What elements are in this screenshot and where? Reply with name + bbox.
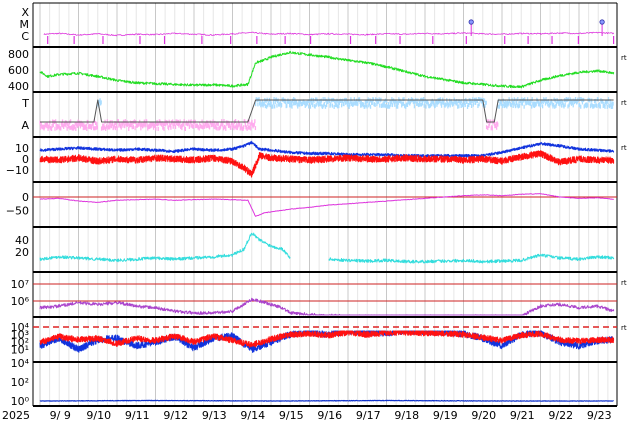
dst-index-line [39,193,615,217]
dst-y-tick: 0 [22,191,29,204]
proton-y-tick: 10³ [11,329,29,342]
xray-y-tick: X [21,6,29,19]
speed-y-tick: 600 [8,64,29,77]
solar-wind-speed-line [39,50,615,89]
x-tick-label: 9/21 [510,409,535,422]
x-tick-label: 9/10 [86,409,111,422]
panel-marker: rt [621,54,627,62]
electron-y-tick: 10⁷ [11,278,29,291]
panel-marker: rt [621,144,627,152]
imf-y-tick: 0 [22,153,29,166]
kp-y-tick: 20 [15,246,29,259]
panel-marker: rt [621,99,627,107]
flare-marker [599,19,605,25]
x-tick-label: 9/13 [202,409,227,422]
electron-y-tick: 10⁶ [11,295,30,308]
x-tick-label: 9/12 [163,409,188,422]
dst-y-tick: −50 [6,205,29,218]
x-tick-label: 9/11 [125,409,150,422]
x-tick-label: 9/23 [587,409,612,422]
panel-marker: rt [621,324,627,332]
x-tick-label: 9/15 [279,409,304,422]
imf-bt-line [39,140,615,158]
panel-marker: rt [621,279,627,287]
kp-index-line [39,232,615,264]
x-tick-label: 9/16 [317,409,342,422]
neutron-count-line [39,399,614,402]
speed-y-tick: 800 [8,48,29,61]
direction-y-tick: A [21,119,29,132]
x-tick-label: 9/22 [548,409,573,422]
x-tick-label: 9/ 9 [50,409,71,422]
xray-y-tick: C [21,30,29,43]
neutron-y-tick: 10² [11,376,29,389]
x-tick-label: 9/20 [471,409,496,422]
x-axis-year: 2025 [2,409,30,422]
electron-flux-line [39,297,615,316]
imf-y-tick: 10 [15,142,29,155]
proton-flux-line-b [39,330,615,348]
direction-y-tick: T [21,97,29,110]
x-tick-label: 9/17 [356,409,381,422]
x-tick-label: 9/14 [240,409,265,422]
neutron-y-tick: 10⁴ [11,357,30,370]
direction-trace [40,99,614,123]
speed-y-tick: 400 [8,80,29,93]
xray-flux-line [43,31,614,37]
xray-y-tick: M [20,18,30,31]
imf-y-tick: −10 [6,164,29,177]
x-tick-label: 9/18 [394,409,419,422]
imf-bz-line [39,150,615,178]
proton-y-tick: 10¹ [11,344,29,357]
proton-y-tick: 10² [11,336,29,349]
flare-marker [468,19,474,25]
kp-y-tick: 40 [15,234,29,247]
proton-y-tick: 10⁴ [11,321,30,334]
x-tick-label: 9/19 [433,409,458,422]
neutron-y-tick: 10⁰ [11,395,30,408]
